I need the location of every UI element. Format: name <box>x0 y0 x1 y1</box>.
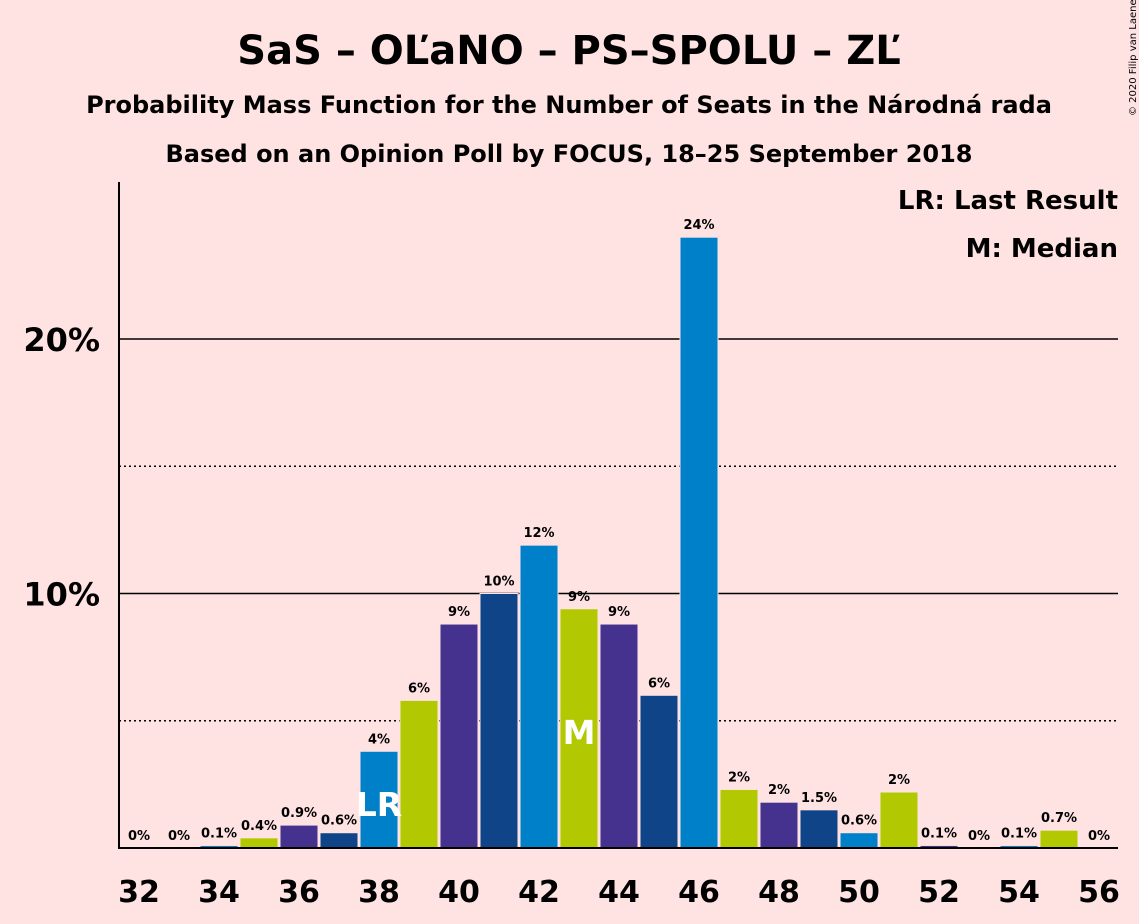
bars-group <box>199 236 1079 849</box>
grid-lines <box>119 338 1118 722</box>
bar-label-seats-35: 0.4% <box>241 819 277 834</box>
bar-label-seats-55: 0.7% <box>1041 811 1077 826</box>
x-tick-label: 42 <box>518 875 560 910</box>
x-tick-label: 44 <box>598 875 640 910</box>
bar-seats-36 <box>279 824 319 849</box>
bar-label-seats-42: 12% <box>523 526 554 541</box>
bar-label-seats-49: 1.5% <box>801 791 837 806</box>
y-axis-ticks: 10% 20% <box>23 321 100 614</box>
copyright-note: © 2020 Filip van Laenen <box>1128 0 1139 116</box>
bar-seats-51 <box>879 791 919 849</box>
x-tick-label: 48 <box>758 875 800 910</box>
bar-seats-44 <box>599 623 639 849</box>
chart-subtitle-2: Based on an Opinion Poll by FOCUS, 18–25… <box>165 140 972 168</box>
y-tick-label: 10% <box>23 576 100 614</box>
bar-label-seats-38: 4% <box>368 732 390 747</box>
bar-label-seats-43: 9% <box>568 590 590 605</box>
x-tick-label: 46 <box>678 875 720 910</box>
bar-seats-40 <box>439 623 479 849</box>
bar-seats-43 <box>559 608 599 849</box>
bar-label-seats-46: 24% <box>683 218 714 233</box>
bar-label-seats-56: 0% <box>1088 829 1110 844</box>
chart-subtitle-1: Probability Mass Function for the Number… <box>86 91 1052 119</box>
bar-seats-55 <box>1039 829 1079 849</box>
bar-seats-46 <box>679 236 719 849</box>
bar-label-seats-32: 0% <box>128 829 150 844</box>
bar-label-seats-37: 0.6% <box>321 814 357 829</box>
bar-markers: LR M <box>356 713 596 824</box>
x-tick-label: 50 <box>838 875 880 910</box>
bar-label-seats-52: 0.1% <box>921 826 957 841</box>
bar-seats-35 <box>239 837 279 849</box>
x-tick-label: 38 <box>358 875 400 910</box>
bar-seats-49 <box>799 809 839 849</box>
x-tick-label: 52 <box>918 875 960 910</box>
legend-last-result: LR: Last Result <box>898 186 1118 216</box>
last-result-marker: LR <box>356 785 402 824</box>
x-tick-label: 40 <box>438 875 480 910</box>
bar-seats-48 <box>759 801 799 849</box>
x-tick-label: 56 <box>1078 875 1120 910</box>
bar-label-seats-50: 0.6% <box>841 814 877 829</box>
bar-label-seats-53: 0% <box>968 829 990 844</box>
bar-label-seats-48: 2% <box>768 783 790 798</box>
bar-seats-50 <box>839 832 879 849</box>
bar-seats-39 <box>399 699 439 849</box>
x-tick-label: 36 <box>278 875 320 910</box>
x-tick-label: 32 <box>118 875 160 910</box>
bar-label-seats-33: 0% <box>168 829 190 844</box>
bar-label-seats-44: 9% <box>608 605 630 620</box>
y-tick-label: 20% <box>23 321 100 359</box>
bar-label-seats-45: 6% <box>648 676 670 691</box>
x-tick-label: 54 <box>998 875 1040 910</box>
bar-label-seats-36: 0.9% <box>281 806 317 821</box>
bar-label-seats-51: 2% <box>888 773 910 788</box>
bar-label-seats-41: 10% <box>483 575 514 590</box>
bar-label-seats-54: 0.1% <box>1001 826 1037 841</box>
bar-seats-42 <box>519 544 559 849</box>
legend-median: M: Median <box>966 234 1118 264</box>
median-marker: M <box>563 713 596 752</box>
bar-seats-37 <box>319 832 359 849</box>
bar-seats-41 <box>479 593 519 849</box>
chart-title: SaS – OĽaNO – PS–SPOLU – ZĽ <box>237 28 900 74</box>
bar-label-seats-34: 0.1% <box>201 826 237 841</box>
x-axis-ticks: 32 34 36 38 40 42 44 46 48 50 52 54 56 <box>118 875 1120 910</box>
bar-value-labels: 0% 0% 0.1% 0.4% 0.9% 0.6% 4% 6% 9% 10% 12% 9% 9% 6% 24… <box>128 218 1110 844</box>
bar-label-seats-40: 9% <box>448 605 470 620</box>
bar-seats-45 <box>639 694 679 849</box>
x-tick-label: 34 <box>198 875 240 910</box>
bar-label-seats-39: 6% <box>408 681 430 696</box>
bar-seats-38 <box>359 750 399 849</box>
bar-label-seats-47: 2% <box>728 770 750 785</box>
bar-seats-47 <box>719 788 759 849</box>
